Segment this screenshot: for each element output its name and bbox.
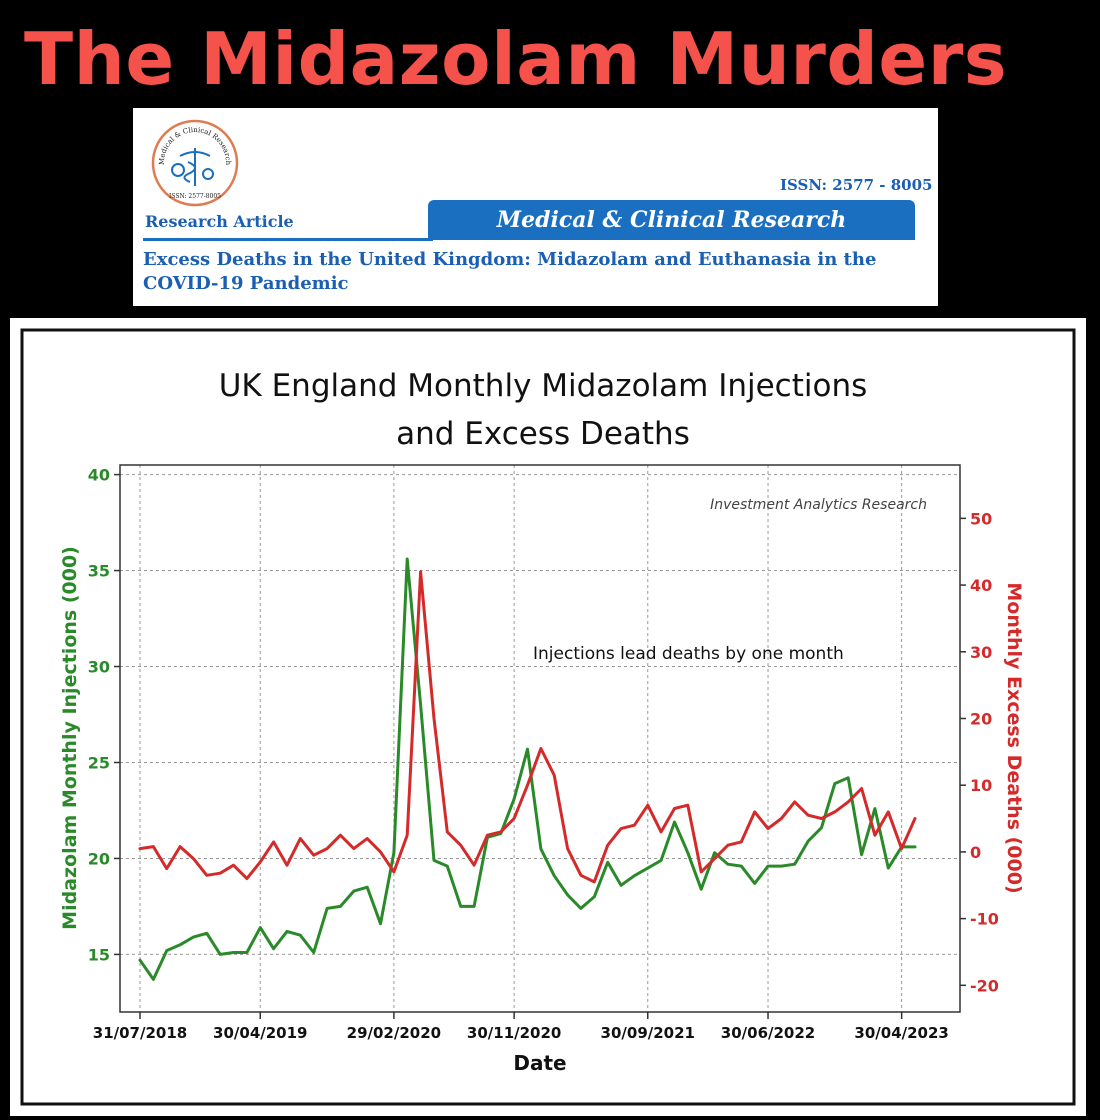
- y-tick-label-right: 50: [970, 509, 992, 528]
- plot-area: [119, 464, 961, 1013]
- x-tick-label: 30/04/2023: [854, 1024, 948, 1042]
- caduceus-icon: [171, 148, 214, 186]
- y-tick-label-right: -20: [970, 976, 999, 995]
- x-tick-label: 31/07/2018: [93, 1024, 187, 1042]
- series-lines: [138, 557, 917, 981]
- axis-ticks: 15 20 25 30 35 40 31/07/2018 30/04/2019 29/02/20…: [88, 466, 999, 1042]
- y-tick-label-right: 20: [970, 709, 992, 728]
- series-line-injections: [138, 557, 917, 981]
- x-tick-label: 30/09/2021: [601, 1024, 695, 1042]
- y-tick-label-left: 15: [88, 945, 110, 964]
- y-tick-label-right: 0: [970, 843, 981, 862]
- y-axis-left-label: Midazolam Monthly Injections (000): [59, 546, 81, 930]
- y-tick-label-right: 40: [970, 576, 992, 595]
- chart-title-line-2: and Excess Deaths: [396, 416, 690, 452]
- y-tick-label-left: 25: [88, 753, 110, 772]
- x-axis-label: Date: [513, 1051, 566, 1075]
- x-tick-label: 29/02/2020: [347, 1024, 441, 1042]
- grid-lines: [120, 465, 960, 1012]
- article-title: Excess Deaths in the United Kingdom: Mid…: [143, 249, 877, 294]
- x-tick-label: 30/06/2022: [721, 1024, 815, 1042]
- journal-name: Medical & Clinical Research: [496, 207, 847, 233]
- y-tick-label-left: 30: [88, 658, 110, 677]
- chart-frame: UK England Monthly Midazolam Injections …: [10, 318, 1086, 1116]
- y-tick-label-left: 20: [88, 849, 110, 868]
- x-tick-label: 30/04/2019: [213, 1024, 307, 1042]
- y-tick-label-right: 10: [970, 776, 992, 795]
- series-line-excess-deaths: [138, 570, 917, 884]
- banner-rule: [143, 238, 433, 241]
- chart-annotation: Injections lead deaths by one month: [533, 644, 844, 664]
- journal-name-bar: Medical & Clinical Research: [428, 200, 915, 240]
- chart-title-line-1: UK England Monthly Midazolam Injections: [219, 368, 868, 404]
- article-type-label: Research Article: [145, 212, 294, 231]
- y-tick-label-left: 35: [88, 562, 110, 581]
- y-axis-right-label: Monthly Excess Deaths (000): [1003, 582, 1025, 893]
- chart: UK England Monthly Midazolam Injections …: [20, 328, 1076, 1106]
- chart-border: [20, 328, 1076, 1106]
- y-tick-label-left: 40: [88, 466, 110, 485]
- y-tick-label-right: -10: [970, 910, 999, 929]
- x-tick-label: 30/11/2020: [467, 1024, 561, 1042]
- logo-issn: ISSN: 2577-8005: [169, 193, 221, 200]
- watermark: Investment Analytics Research: [710, 497, 927, 513]
- headline: The Midazolam Murders: [24, 17, 1008, 101]
- journal-logo: Medical & Clinical Research ISSN: 2577-8…: [151, 119, 239, 207]
- issn-label: ISSN: 2577 - 8005: [780, 176, 933, 194]
- y-tick-label-right: 30: [970, 643, 992, 662]
